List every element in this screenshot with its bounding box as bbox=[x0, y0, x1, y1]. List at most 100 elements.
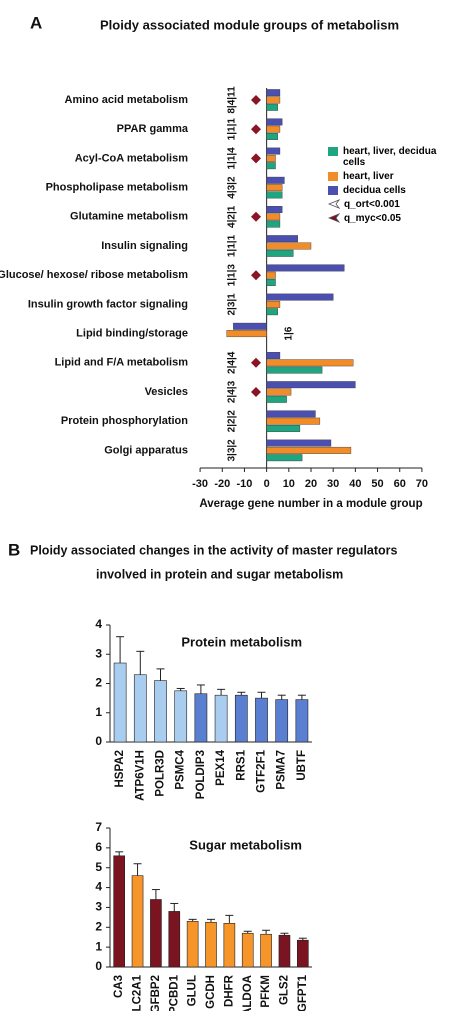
category-label: Lipid binding/storage bbox=[76, 328, 188, 340]
bar bbox=[266, 133, 278, 140]
category-label: Golgi apparatus bbox=[104, 444, 188, 456]
bar bbox=[194, 693, 208, 743]
group-count: 1|1|4 bbox=[227, 147, 238, 170]
legend-swatch bbox=[328, 172, 338, 181]
x-tick-label: SLC2A1 bbox=[132, 974, 144, 1011]
legend-symbol bbox=[328, 213, 340, 223]
bar bbox=[266, 220, 281, 228]
panel-title: involved in protein and sugar metabolism bbox=[96, 567, 343, 581]
x-tick-label: IGFBP2 bbox=[150, 975, 162, 1011]
legend-item: q_ort<0.001 bbox=[328, 199, 438, 210]
bar bbox=[266, 388, 292, 396]
group-count: 1|1|3 bbox=[227, 264, 238, 287]
bar bbox=[186, 921, 199, 968]
y-tick-label: 3 bbox=[95, 646, 102, 660]
bar bbox=[266, 300, 281, 308]
bar bbox=[266, 118, 283, 126]
x-tick-label: POLDIP3 bbox=[195, 750, 207, 799]
bar bbox=[278, 934, 291, 968]
bar bbox=[266, 279, 276, 286]
x-axis-label: Average gene number in a module group bbox=[199, 498, 422, 510]
x-tick-label: HSPA2 bbox=[114, 750, 126, 788]
x-tick-label: 0 bbox=[264, 478, 270, 490]
legend-label: heart, liver, decidua cells bbox=[343, 146, 437, 168]
panel-label: B bbox=[8, 540, 20, 559]
x-tick-label: PSMA7 bbox=[276, 750, 288, 790]
x-tick-label: GCDH bbox=[205, 975, 217, 1009]
y-tick-label: 3 bbox=[95, 900, 102, 914]
chart-title: Sugar metabolism bbox=[189, 837, 302, 852]
x-tick-label: RRS1 bbox=[235, 749, 247, 780]
y-tick-label: 0 bbox=[95, 959, 102, 973]
bar bbox=[266, 249, 294, 257]
bar bbox=[266, 96, 281, 104]
category-label: Glutamine metabolism bbox=[70, 211, 188, 223]
group-count: 3|3|2 bbox=[227, 439, 238, 462]
x-tick-label: ATP6V1H bbox=[134, 750, 146, 801]
group-count: 2|3|1 bbox=[227, 293, 238, 316]
x-tick-label: -30 bbox=[192, 478, 208, 490]
legend-swatch bbox=[328, 186, 338, 195]
x-tick-label: POLR3D bbox=[155, 750, 167, 797]
bar bbox=[266, 154, 276, 162]
category-label: Lipid and F/A metabolism bbox=[55, 357, 189, 369]
arrow-symbol bbox=[328, 213, 340, 223]
diamond bbox=[251, 270, 261, 281]
bar bbox=[266, 359, 354, 367]
y-tick-label: 5 bbox=[95, 860, 102, 874]
bar bbox=[226, 330, 267, 338]
panel-title: Ploidy associated module groups of metab… bbox=[100, 17, 399, 32]
y-tick-label: 1 bbox=[95, 705, 102, 719]
category-label: Protein phosphorylation bbox=[61, 415, 188, 427]
category-label: PPAR gamma bbox=[117, 123, 189, 135]
diamond bbox=[251, 357, 261, 368]
bar bbox=[266, 176, 285, 184]
bar bbox=[266, 89, 281, 97]
group-count: 1|1|1 bbox=[227, 234, 238, 257]
bar bbox=[266, 308, 278, 316]
x-tick-label: 50 bbox=[371, 478, 383, 490]
bar bbox=[266, 454, 303, 462]
category-label: Insulin growth factor signaling bbox=[28, 298, 188, 310]
x-tick-label: UBTF bbox=[296, 750, 308, 781]
group-count: 8|4|11 bbox=[227, 86, 238, 114]
bar bbox=[233, 322, 267, 330]
bar bbox=[266, 446, 352, 454]
bar bbox=[113, 662, 127, 743]
y-tick-label: 4 bbox=[95, 880, 102, 894]
bar bbox=[133, 674, 147, 743]
category-label: Vesicles bbox=[145, 386, 188, 398]
category-label: Phospholipase metabolism bbox=[46, 182, 189, 194]
group-count: 4|3|2 bbox=[227, 176, 238, 199]
bar bbox=[113, 855, 125, 968]
bar bbox=[266, 103, 278, 111]
group-count: 1|6 bbox=[283, 326, 294, 340]
legend-item: heart, liver, decidua cells bbox=[328, 146, 438, 168]
bar bbox=[154, 680, 167, 743]
bar bbox=[214, 694, 228, 743]
panel-label: A bbox=[30, 13, 42, 32]
bar bbox=[266, 242, 312, 250]
legend-label: q_ort<0.001 bbox=[344, 199, 400, 210]
x-tick-label: 60 bbox=[394, 478, 406, 490]
bar bbox=[223, 923, 236, 968]
legend: heart, liver, decidua cells heart, liver d… bbox=[328, 146, 438, 227]
category-label: Insulin signaling bbox=[101, 240, 188, 252]
group-count: 2|2|2 bbox=[227, 410, 238, 433]
bar bbox=[150, 899, 162, 968]
x-tick-label: GTF2F1 bbox=[256, 749, 268, 792]
diamond bbox=[251, 211, 261, 222]
group-count: 1|1|1 bbox=[227, 118, 238, 141]
diamond bbox=[251, 153, 261, 164]
x-tick-label: PFKM bbox=[260, 975, 272, 1008]
bar bbox=[234, 694, 248, 743]
bar bbox=[266, 381, 356, 389]
group-count: 2|4|3 bbox=[227, 380, 238, 403]
legend-item: heart, liver bbox=[328, 171, 438, 182]
y-tick-label: 0 bbox=[95, 734, 102, 748]
y-tick-label: 4 bbox=[95, 617, 102, 631]
bar bbox=[266, 425, 301, 432]
bar bbox=[266, 184, 283, 192]
